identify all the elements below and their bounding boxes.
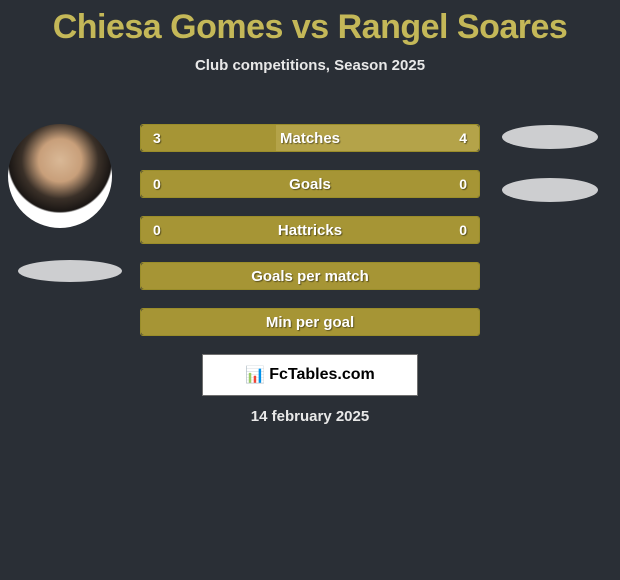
stat-row: 34Matches (140, 124, 480, 152)
player-right-club-placeholder (502, 178, 598, 202)
comparison-date: 14 february 2025 (0, 408, 620, 425)
stat-name: Matches (141, 125, 479, 151)
stat-row: 00Goals (140, 170, 480, 198)
site-logo: 📊 FcTables.com (202, 354, 418, 396)
stat-row: Min per goal (140, 308, 480, 336)
stat-name: Goals (141, 171, 479, 197)
stats-bars: 34Matches 00Goals 00Hattricks Goals per mat… (140, 124, 480, 354)
stat-row: 00Hattricks (140, 216, 480, 244)
player-right-avatar-placeholder (502, 125, 598, 149)
stat-row: Goals per match (140, 262, 480, 290)
player-left-avatar (8, 124, 112, 228)
stat-name: Goals per match (141, 263, 479, 289)
chart-icon: 📊 (245, 365, 265, 385)
player-left-club-placeholder (18, 260, 122, 282)
page-title: Chiesa Gomes vs Rangel Soares (0, 0, 620, 47)
page-subtitle: Club competitions, Season 2025 (0, 57, 620, 74)
stat-name: Min per goal (141, 309, 479, 335)
logo-text: FcTables.com (269, 366, 375, 384)
stat-name: Hattricks (141, 217, 479, 243)
